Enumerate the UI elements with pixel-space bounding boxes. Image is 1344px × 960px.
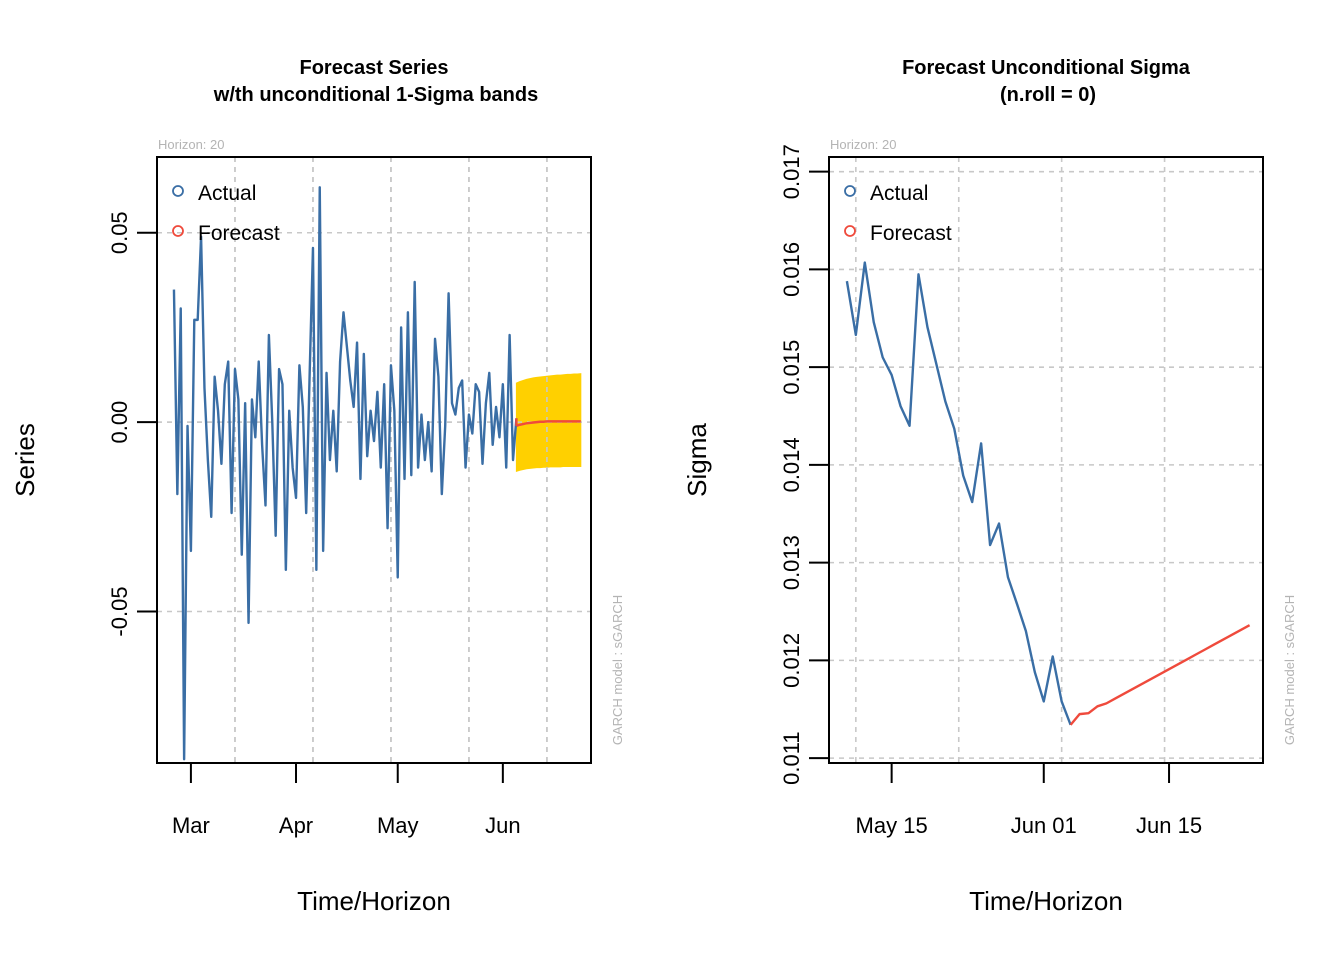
chart-title: Forecast Unconditional Sigma — [902, 57, 1191, 79]
horizon-note: Horizon: 20 — [830, 137, 896, 152]
plot-frame — [156, 156, 592, 764]
x-axis-label: Time/Horizon — [297, 886, 451, 916]
y-axis-label: Sigma — [682, 423, 712, 497]
legend-marker-actual — [172, 185, 184, 197]
y-tick-label: 0.012 — [779, 633, 804, 688]
model-note: GARCH model : sGARCH — [610, 595, 625, 745]
forecast-series-panel: Forecast Series w/th unconditional 1-Sig… — [10, 57, 625, 916]
x-tick-label: May — [377, 813, 419, 838]
actual-line — [845, 261, 1072, 726]
legend-label-forecast: Forecast — [198, 222, 280, 245]
x-tick-label: Jun — [485, 813, 520, 838]
x-tick-label: Apr — [279, 813, 313, 838]
legend-marker-actual — [844, 185, 856, 197]
x-tick-label: Jun 15 — [1136, 813, 1202, 838]
y-tick-label: -0.05 — [107, 586, 132, 636]
plot-frame — [828, 156, 1264, 764]
horizon-note: Horizon: 20 — [158, 137, 224, 152]
actual-line — [172, 186, 518, 761]
legend-marker-forecast — [844, 225, 856, 237]
model-note: GARCH model : sGARCH — [1282, 595, 1297, 745]
x-axis-label: Time/Horizon — [969, 886, 1123, 916]
y-tick-label: 0.014 — [779, 437, 804, 492]
y-tick-label: 0.017 — [779, 144, 804, 199]
chart-subtitle: (n.roll = 0) — [1000, 84, 1096, 106]
forecast-line — [516, 420, 581, 428]
y-tick-label: 0.016 — [779, 242, 804, 297]
y-tick-label: 0.015 — [779, 340, 804, 395]
legend: Actual Forecast — [172, 182, 280, 245]
x-tick-label: Mar — [172, 813, 210, 838]
y-tick-label: 0.013 — [779, 535, 804, 590]
y-tick-label: 0.05 — [107, 211, 132, 254]
y-axis-label: Series — [10, 423, 40, 497]
forecast-sigma-panel: Forecast Unconditional Sigma (n.roll = 0… — [682, 57, 1297, 916]
x-tick-label: May 15 — [856, 813, 928, 838]
legend-label-forecast: Forecast — [870, 222, 952, 245]
legend-label-actual: Actual — [198, 182, 256, 205]
x-tick-label: Jun 01 — [1011, 813, 1077, 838]
chart-subtitle: w/th unconditional 1-Sigma bands — [213, 84, 538, 106]
forecast-line — [1069, 624, 1251, 726]
legend: Actual Forecast — [844, 182, 952, 245]
legend-label-actual: Actual — [870, 182, 928, 205]
chart-title: Forecast Series — [300, 57, 449, 79]
y-tick-label: 0.00 — [107, 401, 132, 444]
legend-marker-forecast — [172, 225, 184, 237]
y-tick-label: 0.011 — [779, 731, 804, 784]
